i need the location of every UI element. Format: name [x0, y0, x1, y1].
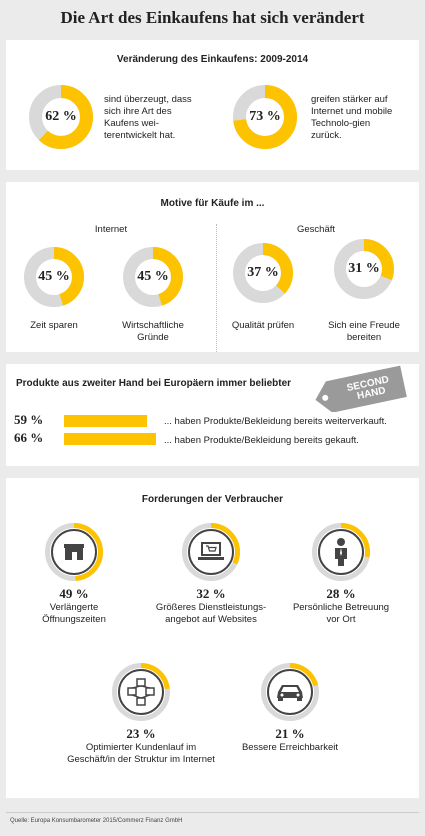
- donut-description: greifen stärker auf Internet und mobile …: [311, 94, 393, 141]
- laptop-cart-icon: [198, 542, 224, 560]
- donut-arc: [123, 247, 183, 307]
- donut-description: Qualität prüfen: [231, 320, 295, 331]
- donut-value: 31 %: [348, 261, 380, 276]
- donut-description: Wirtschaftliche Gründe: [122, 320, 184, 343]
- donut-chart: 45 %: [122, 246, 184, 308]
- item-value: 49 %: [59, 586, 89, 601]
- icon-ring: [260, 662, 320, 722]
- item-description: Optimierter Kundenlauf im Geschäft/in de…: [67, 742, 215, 765]
- panel-second-hand: Produkte aus zweiter Hand bei Europäern …: [6, 364, 419, 466]
- source-note: Quelle: Europa Konsumbarometer 2015/Comm…: [10, 818, 183, 824]
- person-icon: [335, 538, 347, 566]
- icon-ring: [44, 522, 104, 582]
- icon-ring-inner: [118, 669, 164, 715]
- section-heading: Produkte aus zweiter Hand bei Europäern …: [16, 378, 292, 389]
- item-description: Persönliche Betreuung vor Ort: [292, 602, 390, 625]
- row-value: 66 %: [14, 430, 44, 445]
- shop-label: Geschäft: [296, 224, 336, 235]
- icon-ring: [111, 662, 171, 722]
- footer-rule: [6, 812, 419, 813]
- donut-value: 37 %: [247, 265, 279, 280]
- donut-value: 73 %: [249, 109, 281, 124]
- bar: [64, 433, 157, 445]
- donut-chart: 73 %: [232, 84, 298, 150]
- structure-icon: [127, 678, 155, 706]
- donut-value: 62 %: [45, 109, 77, 124]
- donut-arc: [29, 85, 93, 149]
- donut-arc: [334, 239, 394, 299]
- icon-ring: [311, 522, 371, 582]
- section-heading: Forderungen der Verbraucher: [141, 494, 284, 505]
- row-value: 59 %: [14, 412, 44, 427]
- panel-demands: Forderungen der Verbraucher 49 % Verläng…: [6, 478, 419, 798]
- donut-description: sind überzeugt, dass sich ihre Art des K…: [104, 94, 192, 141]
- panel-change: Veränderung des Einkaufens: 2009-2014 62…: [6, 40, 419, 170]
- donut-arc: [45, 523, 103, 581]
- donut-chart: 62 %: [28, 84, 94, 150]
- bar: [64, 415, 147, 427]
- item-description: Verlängerte Öffnungszeiten: [42, 602, 106, 625]
- tag-icon: SECOND HAND: [315, 365, 407, 412]
- page-title: Die Art des Einkaufens hat sich veränder…: [60, 8, 365, 27]
- donut-arc: [182, 523, 240, 581]
- icon-ring: [181, 522, 241, 582]
- donut-arc: [112, 663, 170, 721]
- donut-arc: [233, 243, 293, 303]
- section-heading: Motive für Käufe im ...: [160, 198, 265, 209]
- donut-description: Zeit sparen: [30, 320, 78, 331]
- donut-description: Sich eine Freude bereiten: [328, 320, 400, 343]
- donut-chart: 37 %: [232, 242, 294, 304]
- donut-value: 45 %: [137, 269, 169, 284]
- row-description: ... haben Produkte/Bekleidung bereits we…: [164, 416, 387, 427]
- item-description: Größeres Dienstleistungs-angebot auf Web…: [155, 602, 267, 625]
- item-value: 28 %: [326, 586, 356, 601]
- donut-value: 45 %: [38, 269, 70, 284]
- item-value: 21 %: [275, 726, 305, 741]
- car-icon: [277, 685, 303, 701]
- donut-chart: 31 %: [333, 238, 395, 300]
- row-description: ... haben Produkte/Bekleidung bereits ge…: [164, 435, 359, 446]
- item-description: Bessere Erreichbarkeit: [241, 742, 339, 753]
- donut-arc: [233, 85, 297, 149]
- item-value: 23 %: [126, 726, 156, 741]
- donut-arc: [261, 663, 319, 721]
- internet-label: Internet: [94, 224, 128, 235]
- donut-chart: 45 %: [23, 246, 85, 308]
- divider: [216, 224, 217, 352]
- donut-arc: [312, 523, 370, 581]
- shop-icon: [64, 544, 84, 560]
- panel-motives: Motive für Käufe im ... Internet Geschäf…: [6, 182, 419, 352]
- section-heading: Veränderung des Einkaufens: 2009-2014: [116, 54, 309, 65]
- donut-arc: [24, 247, 84, 307]
- item-value: 32 %: [196, 586, 226, 601]
